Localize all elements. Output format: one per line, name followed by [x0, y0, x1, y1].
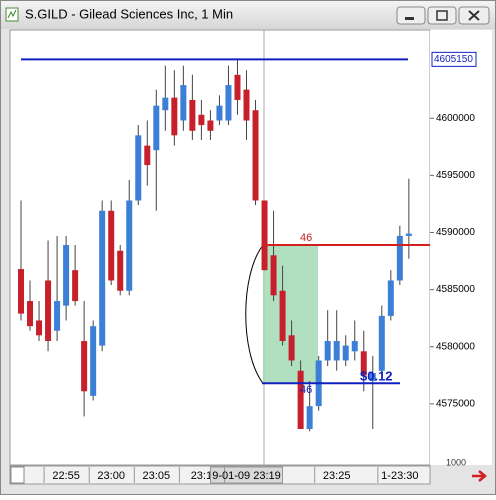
candle-body	[207, 120, 214, 131]
x-tick-label: 23:05	[143, 470, 171, 482]
window-title: S.GILD - Gilead Sciences Inc, 1 Min	[25, 6, 233, 21]
candle-body	[99, 210, 106, 346]
measure-high-label: 46	[300, 232, 312, 244]
candle-body	[171, 97, 178, 136]
candle-body	[288, 335, 295, 361]
cursor-time-box	[210, 466, 283, 484]
candle-body	[387, 280, 394, 316]
y-tick-label: 4575000	[436, 399, 475, 410]
candle-body	[297, 370, 304, 430]
measure-low-label: 46	[300, 384, 312, 396]
candle-body	[18, 269, 24, 314]
y-tick-label: 4600000	[436, 113, 475, 124]
candle-body	[351, 341, 358, 352]
y-tick-label: 4590000	[436, 227, 475, 238]
maximize-glyph	[436, 10, 448, 21]
candle-body	[261, 200, 268, 271]
window-buttons[interactable]	[396, 6, 490, 25]
candle-body	[270, 255, 277, 296]
candle-body	[225, 85, 232, 121]
close-glyph	[468, 10, 480, 21]
price-axis	[430, 30, 492, 465]
candle-body	[378, 315, 385, 371]
candle-body	[189, 99, 196, 131]
x-tick-label: 23:1	[191, 470, 212, 482]
candle-body	[108, 210, 115, 281]
maximize-button[interactable]	[427, 6, 457, 25]
candle-body	[252, 110, 259, 201]
candle-body	[81, 341, 88, 392]
candle-body	[243, 89, 250, 121]
candle-body	[369, 373, 376, 382]
minimize-button[interactable]	[396, 6, 426, 25]
y-tick-label: 4585000	[436, 284, 475, 295]
price-tag: 4605150	[434, 54, 473, 65]
x-tick-label: 1-23:30	[381, 470, 418, 482]
candle-body	[27, 301, 34, 327]
candle-body	[396, 235, 403, 281]
candle-body	[333, 341, 340, 361]
x-tick-label: 23:00	[97, 470, 125, 482]
measure-change-label: $0.12	[360, 369, 393, 384]
plot-area	[9, 29, 431, 466]
candle-body	[135, 135, 142, 201]
candle-body	[63, 245, 70, 306]
app-icon-glyph	[7, 9, 17, 19]
candle-body	[198, 114, 205, 126]
candle-body	[180, 85, 187, 121]
candle-body	[234, 74, 241, 100]
candle-body	[126, 200, 133, 291]
x-tick-label: 9-01-09 23:19	[212, 470, 281, 482]
candle-body	[279, 290, 286, 342]
candle-body	[90, 326, 97, 396]
x-tick-label: 23:25	[323, 470, 351, 482]
candle-body	[72, 270, 79, 302]
measure-arc	[245, 244, 264, 384]
y-tick-label: 4595000	[436, 170, 475, 181]
scroll-box[interactable]	[10, 466, 25, 484]
candle-body	[54, 301, 61, 331]
candle-body	[144, 145, 151, 166]
candle-body	[405, 233, 412, 236]
candle-body	[162, 97, 169, 111]
minimize-glyph	[405, 17, 414, 20]
candle-body	[153, 105, 160, 151]
candle-body	[117, 250, 124, 291]
candle-body	[306, 406, 313, 430]
scroll-right-arrow[interactable]	[472, 470, 487, 482]
candle-body	[45, 280, 52, 342]
candle-body	[360, 351, 367, 376]
y-tick-label: 4580000	[436, 341, 475, 352]
candle-body	[216, 105, 223, 121]
axis-note: 1000	[446, 457, 466, 467]
candle-body	[324, 341, 331, 361]
candle-body	[342, 345, 349, 361]
price-tag-box	[431, 51, 477, 67]
x-tick-label: 22:55	[52, 470, 80, 482]
candle-body	[36, 320, 43, 336]
